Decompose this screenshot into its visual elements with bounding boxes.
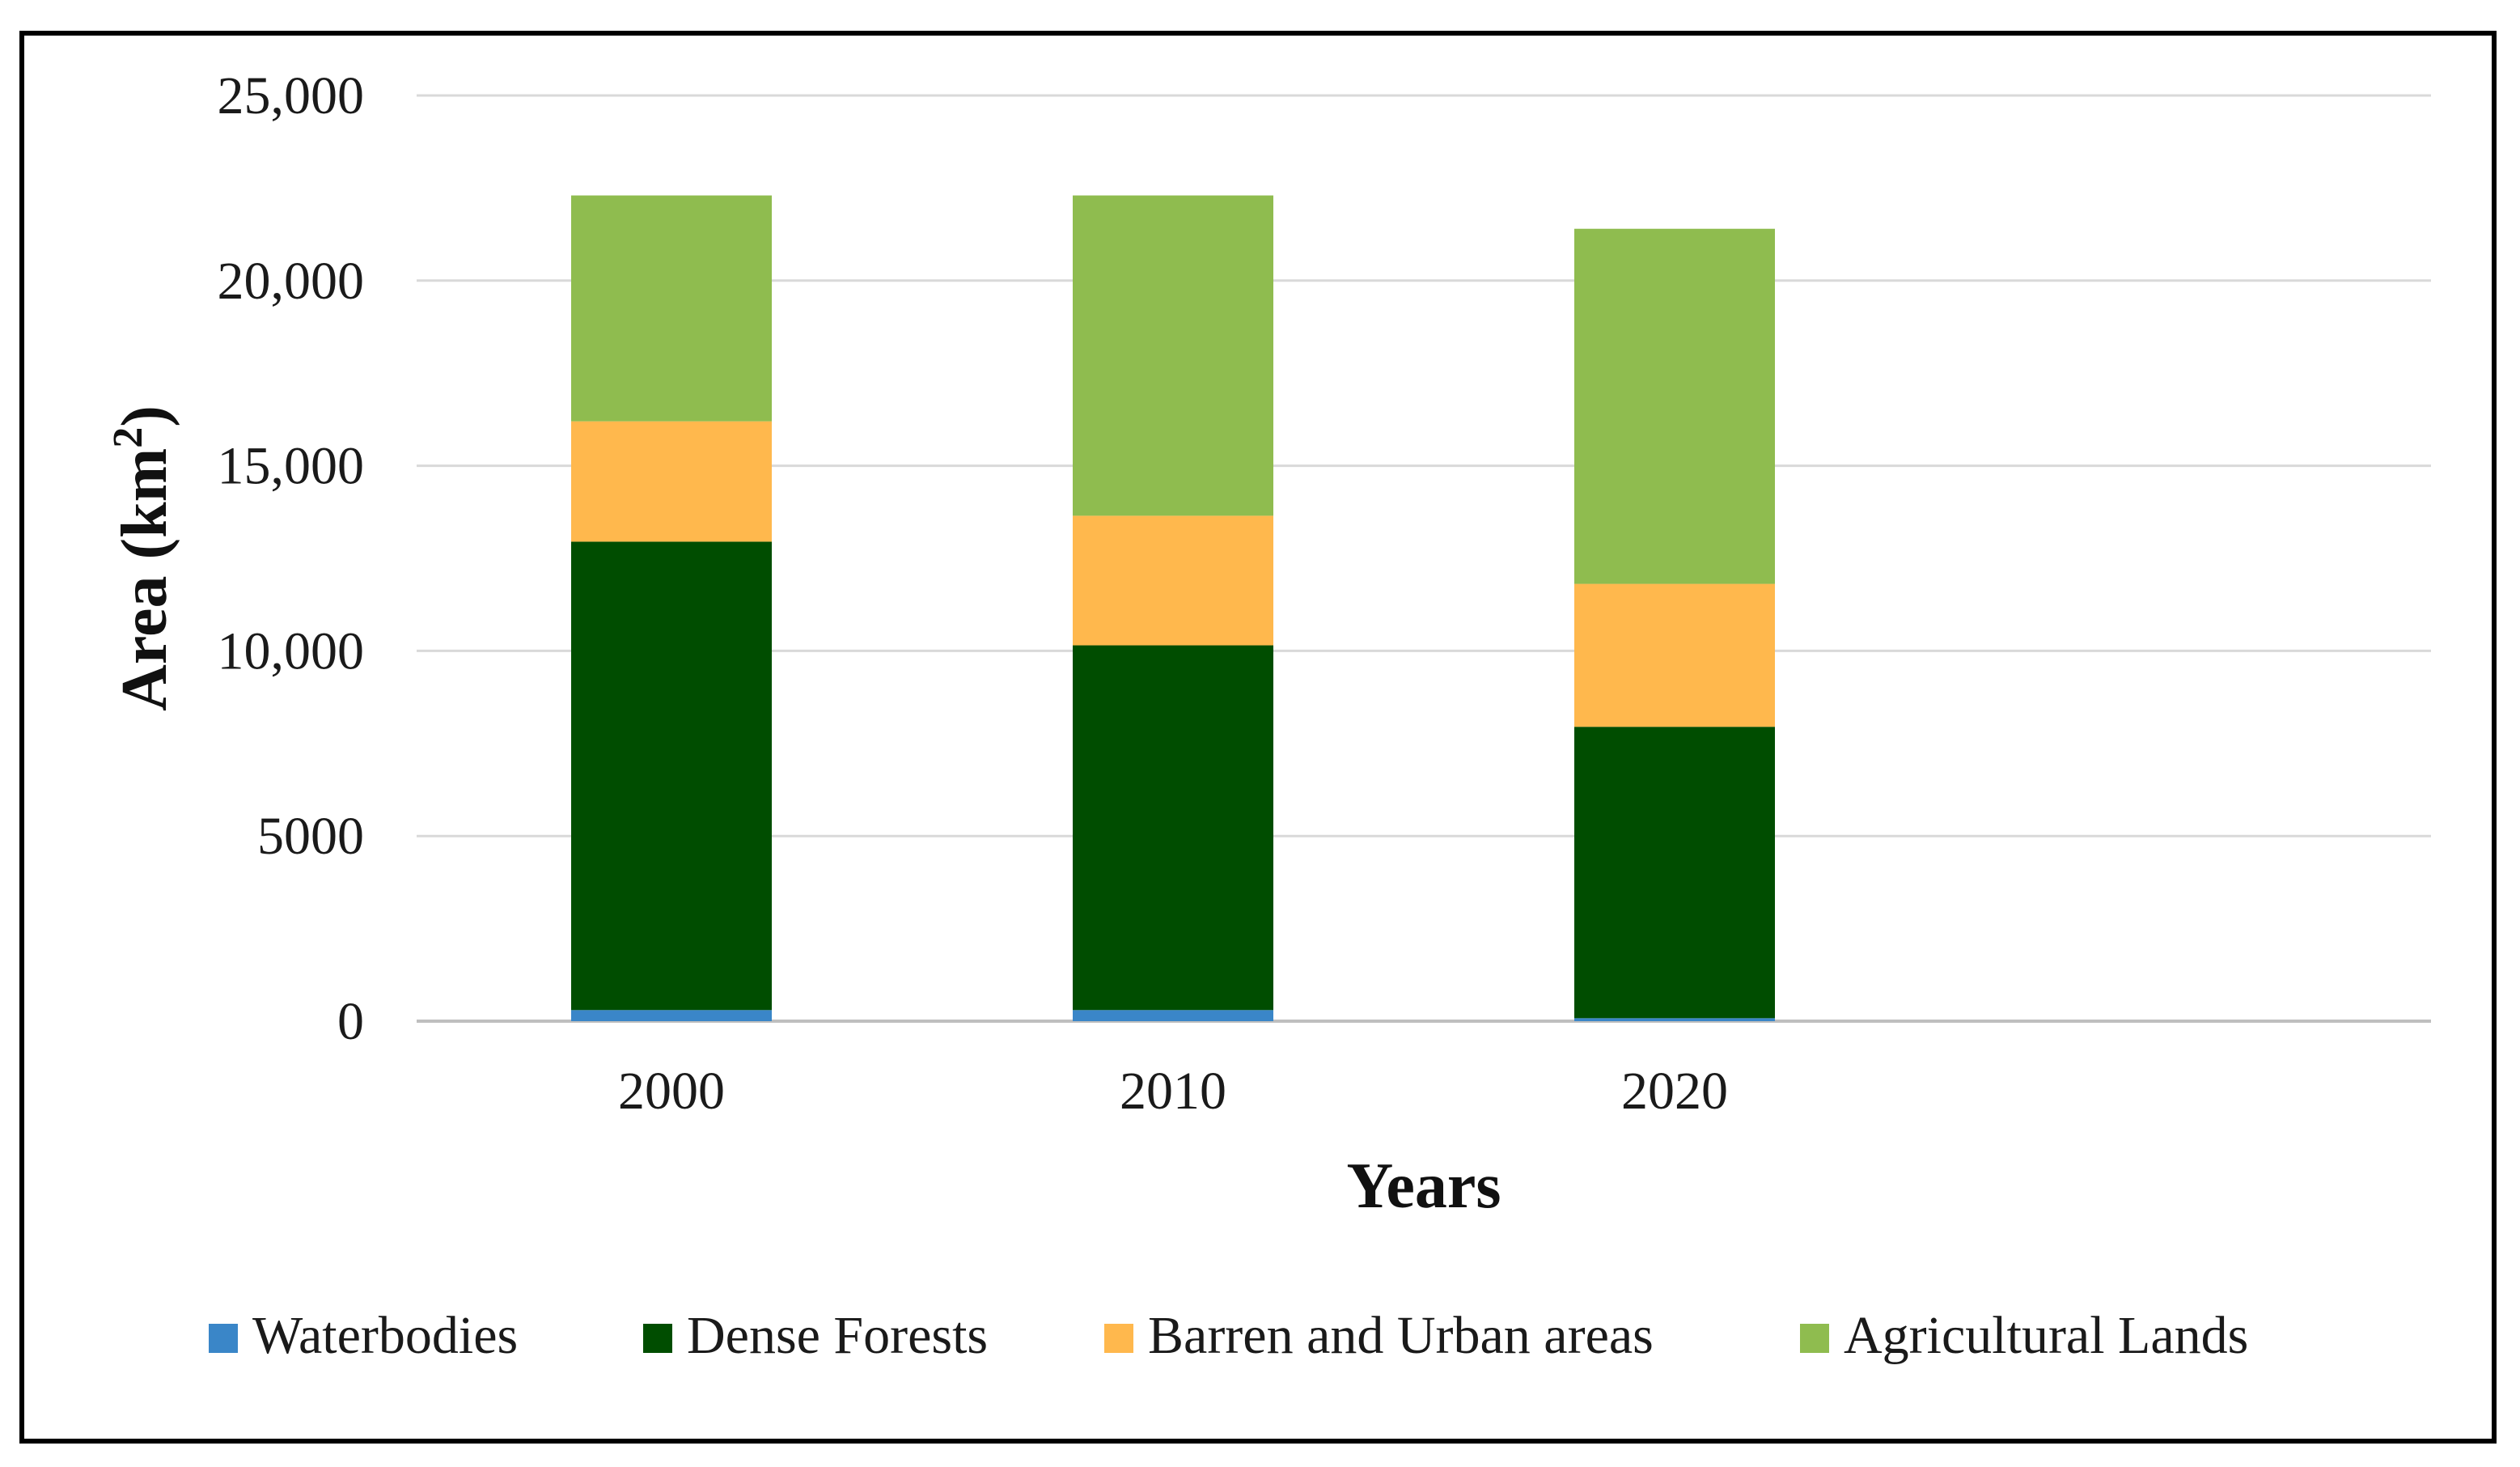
bar-dense-forests-2010 [1073, 645, 1273, 1011]
legend: Waterbodies Dense Forests Barren and Urban… [209, 1306, 2248, 1365]
legend-label-waterbodies: Waterbodies [252, 1306, 518, 1365]
x-tick-label: 2000 [618, 1062, 725, 1121]
bars [571, 195, 1775, 1021]
legend-swatch-waterbodies [209, 1324, 238, 1353]
y-axis-title-main: Area (km [109, 448, 180, 711]
y-tick-label: 0 [337, 992, 364, 1051]
x-axis-ticks: 2000 2010 2020 [618, 1062, 1728, 1121]
bar-barren-and-urban-areas-2010 [1073, 515, 1273, 646]
x-tick-label: 2010 [1120, 1062, 1226, 1121]
x-tick-label: 2020 [1621, 1062, 1728, 1121]
y-tick-label: 15,000 [218, 437, 365, 496]
legend-swatch-dense-forests [643, 1324, 672, 1353]
bar-dense-forests-2020 [1574, 727, 1775, 1019]
bar-waterbodies-2020 [1574, 1018, 1775, 1021]
y-axis-ticks: 0 5000 10,000 15,000 20,000 25,000 [218, 66, 365, 1051]
y-axis-title-close: ) [109, 405, 180, 427]
y-tick-label: 25,000 [218, 66, 365, 125]
legend-label-barren-and-urban-areas: Barren and Urban areas [1148, 1306, 1654, 1365]
legend-swatch-agricultural-lands [1800, 1324, 1829, 1353]
y-axis-title: Area (km2) [105, 405, 180, 711]
y-axis-title-superscript: 2 [105, 427, 151, 448]
bar-agricultural-lands-2020 [1574, 228, 1775, 584]
bar-waterbodies-2000 [571, 1010, 772, 1021]
legend-label-dense-forests: Dense Forests [687, 1306, 988, 1365]
bar-barren-and-urban-areas-2000 [571, 421, 772, 542]
y-tick-label: 20,000 [218, 252, 365, 311]
legend-swatch-barren-and-urban-areas [1104, 1324, 1133, 1353]
bar-agricultural-lands-2010 [1073, 195, 1273, 516]
legend-label-agricultural-lands: Agricultural Lands [1844, 1306, 2248, 1365]
bar-agricultural-lands-2000 [571, 195, 772, 422]
bar-dense-forests-2000 [571, 541, 772, 1011]
bar-barren-and-urban-areas-2020 [1574, 583, 1775, 727]
y-tick-label: 10,000 [218, 621, 365, 681]
bar-waterbodies-2010 [1073, 1010, 1273, 1021]
x-axis-title: Years [1346, 1151, 1501, 1222]
y-tick-label: 5000 [257, 807, 364, 866]
